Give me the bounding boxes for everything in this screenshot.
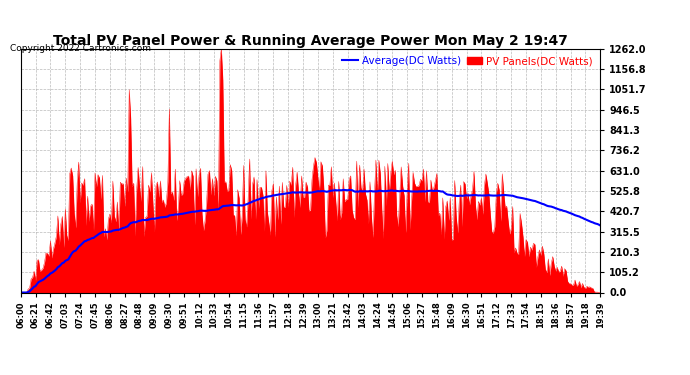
Legend: Average(DC Watts), PV Panels(DC Watts): Average(DC Watts), PV Panels(DC Watts) xyxy=(340,54,595,68)
Title: Total PV Panel Power & Running Average Power Mon May 2 19:47: Total PV Panel Power & Running Average P… xyxy=(53,34,568,48)
Text: Copyright 2022 Cartronics.com: Copyright 2022 Cartronics.com xyxy=(10,44,151,52)
